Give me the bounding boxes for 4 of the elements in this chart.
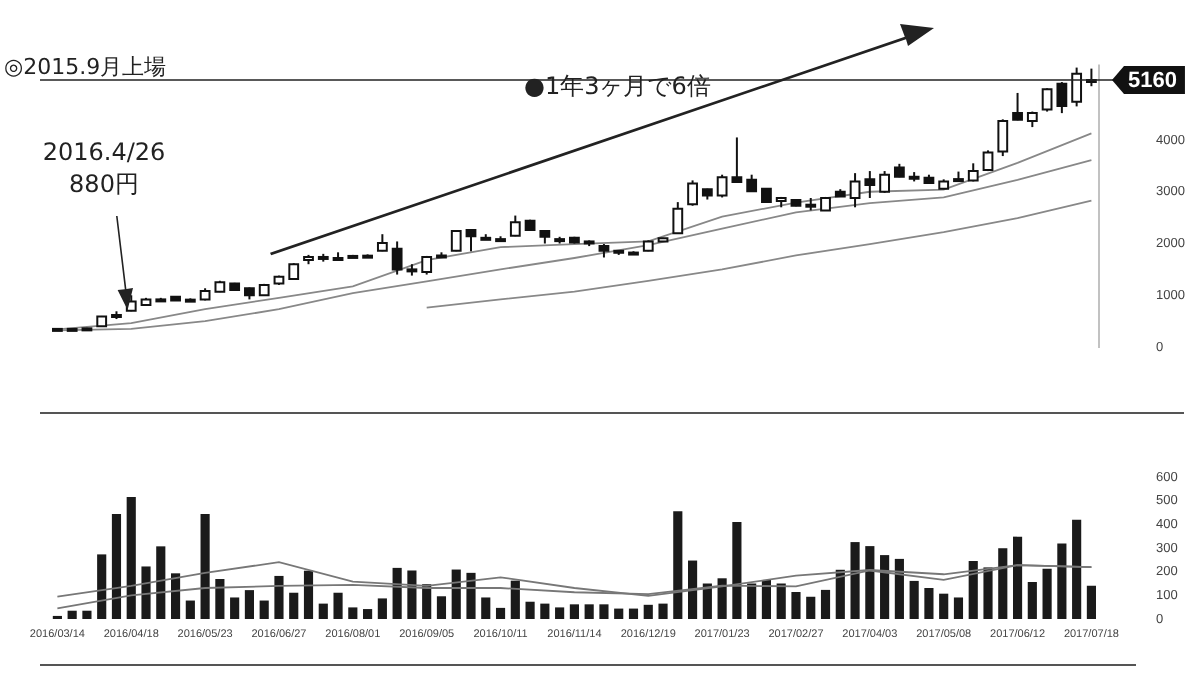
ref-line-label: 5160 (1128, 69, 1177, 94)
annotation: 2016.4/26 880円 (42, 138, 166, 198)
annotation: ◎2015.9月上場 (4, 54, 167, 80)
annotation: ●1年3ヶ月で6倍 (524, 72, 711, 100)
